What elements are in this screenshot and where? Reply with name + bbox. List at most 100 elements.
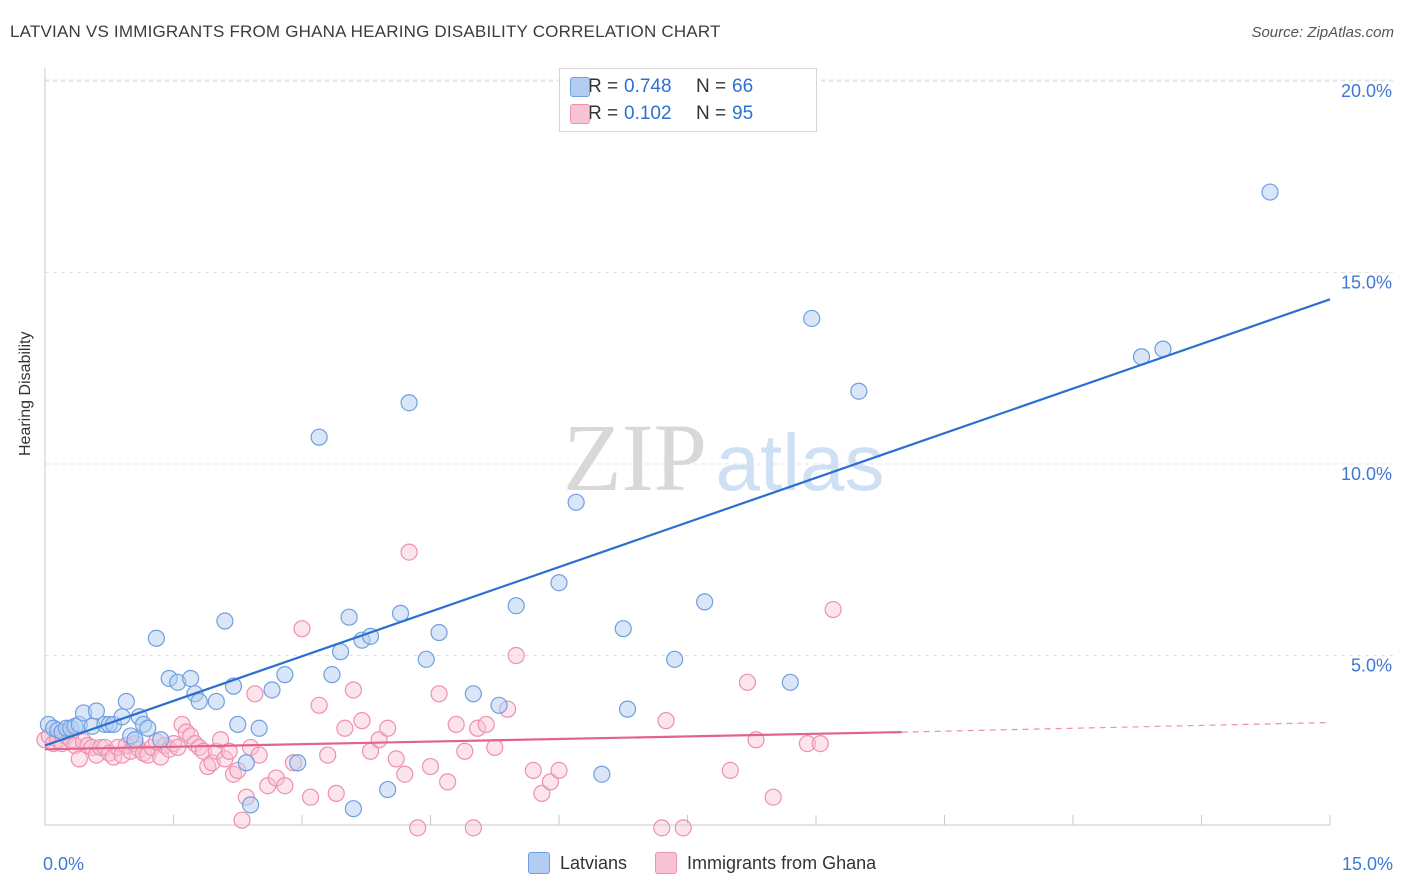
source-label: Source: ZipAtlas.com xyxy=(1251,24,1394,41)
tick-labels: 5.0% 10.0% 15.0% 20.0% 0.0% 15.0% xyxy=(43,81,1393,874)
latvian-point xyxy=(400,394,418,412)
latvian-point xyxy=(507,597,525,615)
bottom-legend-swatch-ghana xyxy=(655,852,678,874)
latvian-point xyxy=(182,669,200,688)
y-tick-label: 15.0% xyxy=(1341,273,1392,293)
latvian-point xyxy=(216,612,234,630)
ghana-point xyxy=(319,746,337,764)
ghana-point xyxy=(430,685,448,703)
latvian-point xyxy=(696,593,714,611)
legend-swatch-latvians xyxy=(570,77,590,97)
latvian-point xyxy=(614,620,632,638)
legend-n-value: 66 xyxy=(732,76,754,97)
latvian-point xyxy=(490,696,508,714)
trendline-ghana-extension xyxy=(901,721,1331,733)
legend-n-label: N = xyxy=(696,103,727,124)
y-tick-label: 10.0% xyxy=(1341,464,1392,484)
legend-r-label: R = xyxy=(588,76,619,97)
bottom-legend-latvians: Latvians xyxy=(528,852,627,874)
ghana-point xyxy=(524,761,542,780)
latvian-point xyxy=(190,692,208,711)
watermark-zip: ZIP xyxy=(563,404,707,511)
bottom-legend-swatch-latvians xyxy=(528,852,550,874)
latvian-point xyxy=(464,685,482,703)
bottom-legend-label: Latvians xyxy=(560,852,628,873)
ghana-point xyxy=(220,742,238,760)
latvian-point xyxy=(323,666,341,684)
bottom-legend-label: Immigrants from Ghana xyxy=(687,852,877,873)
ghana-point xyxy=(550,761,568,780)
legend-r-value: 0.102 xyxy=(624,103,672,124)
ghana-points xyxy=(36,543,842,837)
ghana-point xyxy=(409,819,427,837)
axes xyxy=(44,68,1331,826)
trendline-latvians xyxy=(44,298,1331,747)
latvian-point xyxy=(850,382,868,400)
latvian-point xyxy=(331,643,350,661)
ghana-point xyxy=(811,734,829,753)
latvian-point xyxy=(207,692,225,711)
ghana-point xyxy=(798,734,817,753)
ghana-point xyxy=(70,750,88,768)
ghana-point xyxy=(456,742,474,760)
legend-r-value: 0.748 xyxy=(624,76,672,97)
trendline-ghana xyxy=(44,731,902,751)
chart-title: LATVIAN VS IMMIGRANTS FROM GHANA HEARING… xyxy=(10,22,721,41)
latvian-point xyxy=(289,754,307,772)
ghana-point xyxy=(738,673,757,691)
legend-n-value: 95 xyxy=(732,103,754,124)
ghana-point xyxy=(421,757,440,776)
latvian-point xyxy=(87,702,106,720)
bottom-legend: Latvians Immigrants from Ghana xyxy=(528,852,904,874)
latvian-point xyxy=(147,629,165,647)
ghana-point xyxy=(486,738,504,757)
latvian-point xyxy=(803,309,821,328)
y-tick-label: 20.0% xyxy=(1341,81,1392,101)
ghana-point xyxy=(400,543,418,561)
latvian-point xyxy=(550,574,568,592)
legend-swatch-ghana xyxy=(570,104,590,124)
watermark: ZIP atlas xyxy=(563,404,884,511)
ghana-point xyxy=(764,788,782,806)
y-axis-title-wrap: Hearing Disability xyxy=(17,332,35,457)
ghana-point xyxy=(657,712,675,730)
trendlines xyxy=(44,298,1331,751)
latvian-point xyxy=(417,650,435,668)
ghana-point xyxy=(439,773,457,791)
ghana-point xyxy=(327,784,345,802)
legend-row-ghana: R = 0.102 N = 95 xyxy=(570,102,754,126)
ghana-point xyxy=(447,715,465,734)
ghana-point xyxy=(541,773,560,791)
latvian-point xyxy=(276,666,294,684)
ghana-point xyxy=(250,746,268,764)
latvian-point xyxy=(618,700,637,718)
ghana-point xyxy=(379,719,397,737)
latvian-point xyxy=(242,796,260,814)
ghana-point xyxy=(344,681,362,699)
ghana-point xyxy=(464,819,482,837)
ghana-point xyxy=(721,761,739,780)
ghana-point xyxy=(276,777,294,795)
ghana-point xyxy=(293,620,311,638)
latvian-point xyxy=(263,681,281,699)
latvian-point xyxy=(379,780,397,799)
latvian-point xyxy=(344,800,362,818)
ghana-point xyxy=(469,719,487,737)
bottom-legend-ghana: Immigrants from Ghana xyxy=(655,852,876,874)
x-tick-label: 0.0% xyxy=(43,854,84,874)
ghana-point xyxy=(301,788,320,806)
grid xyxy=(45,79,1395,656)
x-tick-label: 15.0% xyxy=(1342,854,1393,874)
ghana-point xyxy=(653,819,671,837)
ghana-point xyxy=(533,784,551,802)
latvian-point xyxy=(152,731,170,749)
ghana-point xyxy=(824,600,842,619)
latvian-point xyxy=(781,673,799,691)
ghana-point xyxy=(477,715,495,734)
legend-r-label: R = xyxy=(588,103,619,124)
watermark-atlas: atlas xyxy=(716,418,885,507)
latvian-point xyxy=(117,692,135,711)
ghana-point xyxy=(310,696,328,714)
latvian-point xyxy=(139,719,157,737)
ghana-point xyxy=(246,685,264,703)
